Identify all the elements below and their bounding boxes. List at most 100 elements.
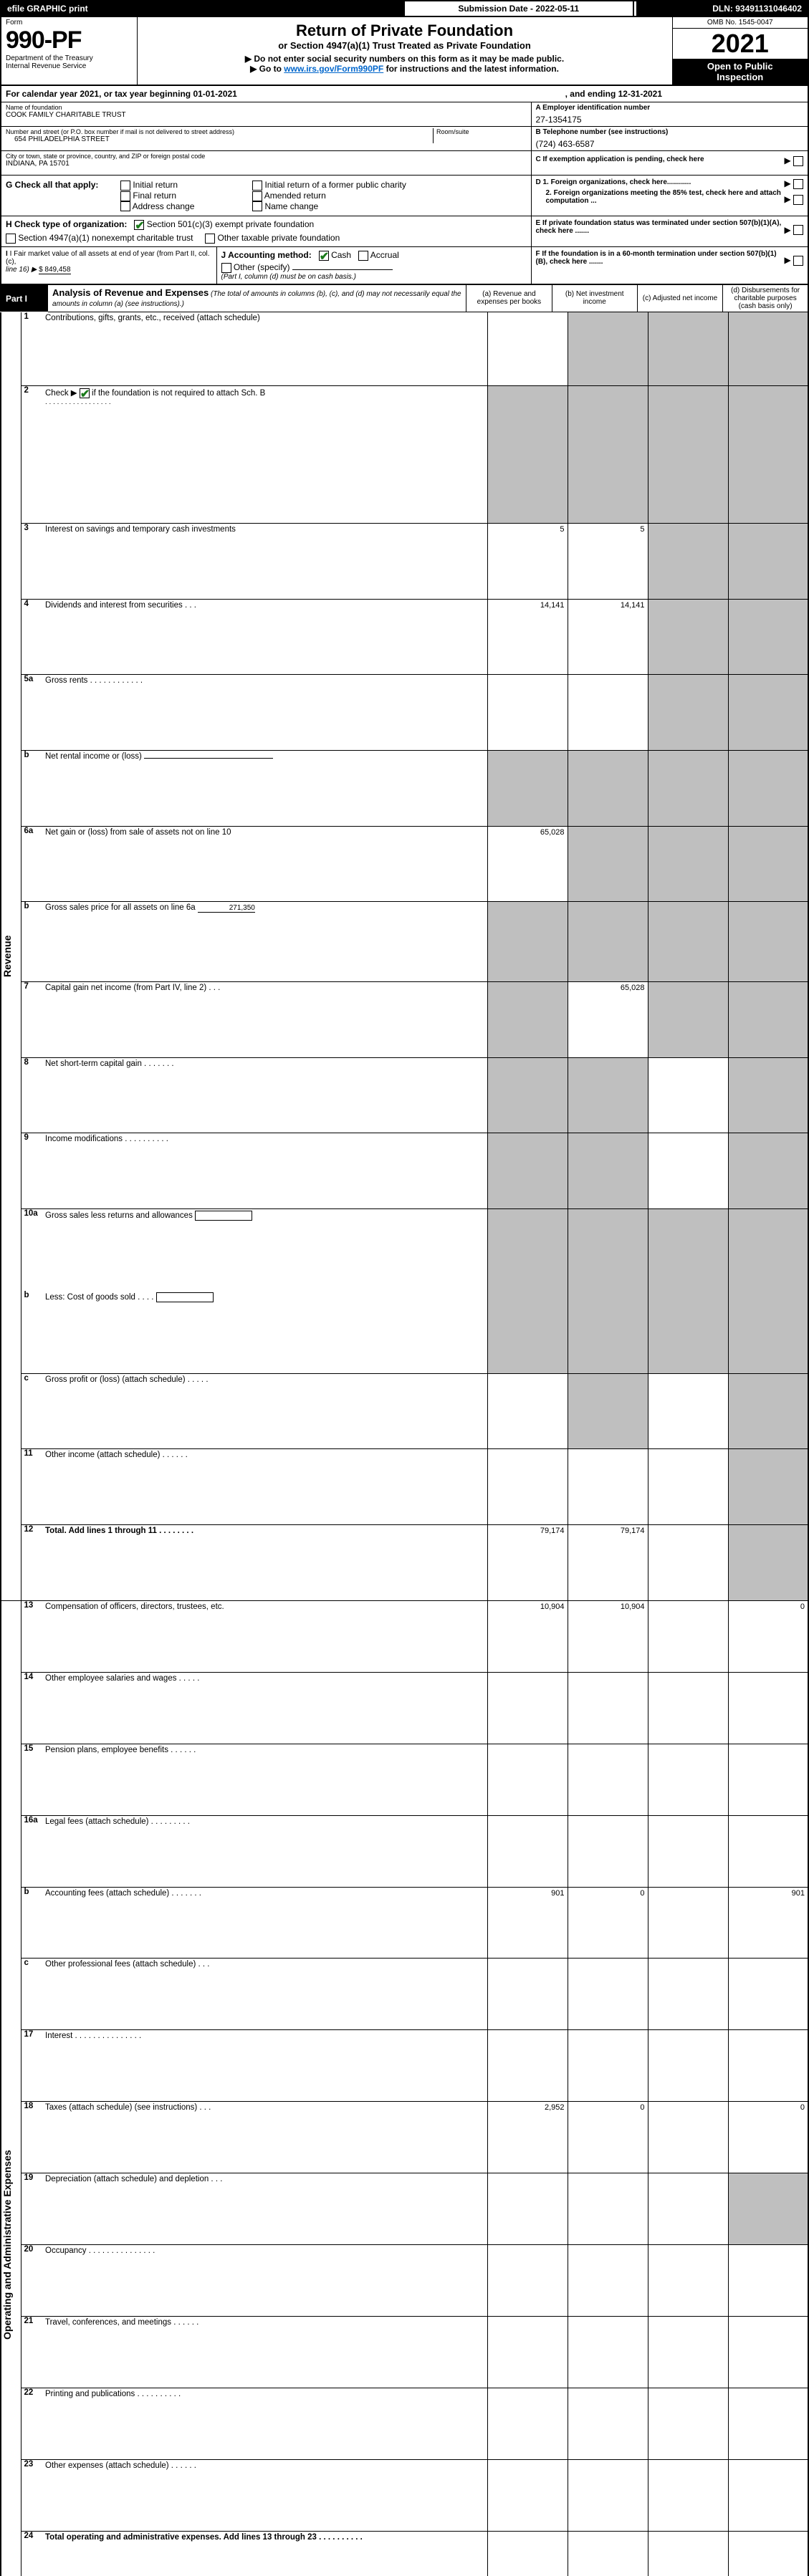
line-24-col-b: 10,904 bbox=[568, 2531, 648, 2576]
j-other-checkbox[interactable] bbox=[221, 263, 231, 273]
g-initial-former-label: Initial return of a former public charit… bbox=[264, 180, 406, 190]
form-word: Form bbox=[6, 19, 133, 27]
f-checkbox[interactable] bbox=[793, 256, 803, 266]
line-17-num: 17 bbox=[21, 2030, 44, 2102]
line-12-col-b: 79,174 bbox=[568, 1525, 648, 1601]
line-13-col-a: 10,904 bbox=[487, 1600, 568, 1672]
line-24-num: 24 bbox=[21, 2531, 44, 2576]
line-5a-desc: Gross rents . . . . . . . . . . . . bbox=[44, 675, 487, 751]
city-state-zip: INDIANA, PA 15701 bbox=[6, 160, 527, 168]
line-8-desc: Net short-term capital gain . . . . . . … bbox=[44, 1057, 487, 1133]
line-19-desc: Depreciation (attach schedule) and deple… bbox=[44, 2173, 487, 2245]
d2-checkbox[interactable] bbox=[793, 195, 803, 205]
c-checkbox[interactable] bbox=[793, 156, 803, 166]
dln: DLN: 93491131046402 bbox=[636, 1, 808, 16]
form-title: Return of Private Foundation bbox=[142, 21, 668, 40]
g-amended-checkbox[interactable] bbox=[252, 191, 262, 201]
col-c-header: (c) Adjusted net income bbox=[637, 285, 722, 312]
j-cash-label: Cash bbox=[331, 250, 351, 260]
h-501c3-label: Section 501(c)(3) exempt private foundat… bbox=[147, 219, 314, 229]
g-name-change-label: Name change bbox=[264, 201, 318, 211]
line-2-desc: Check ▶ if the foundation is not require… bbox=[44, 385, 487, 523]
line-22-desc: Printing and publications . . . . . . . … bbox=[44, 2388, 487, 2460]
h-other-checkbox[interactable] bbox=[205, 234, 215, 244]
line-10c-desc: Gross profit or (loss) (attach schedule)… bbox=[44, 1373, 487, 1449]
line-12-num: 12 bbox=[21, 1525, 44, 1601]
line-10c-num: c bbox=[21, 1373, 44, 1449]
e-checkbox[interactable] bbox=[793, 225, 803, 235]
h-501c3-checkbox[interactable] bbox=[134, 220, 144, 230]
foundation-name: COOK FAMILY CHARITABLE TRUST bbox=[6, 111, 527, 119]
line-20-num: 20 bbox=[21, 2245, 44, 2317]
j-other-label: Other (specify) bbox=[234, 262, 290, 272]
g-label: G Check all that apply: bbox=[6, 180, 120, 191]
line-9-desc: Income modifications . . . . . . . . . . bbox=[44, 1133, 487, 1209]
line-7-col-b: 65,028 bbox=[568, 982, 648, 1058]
period-row: For calendar year 2021, or tax year begi… bbox=[0, 86, 809, 102]
goto-suffix: for instructions and the latest informat… bbox=[383, 64, 559, 74]
goto-prefix: ▶ Go to bbox=[250, 64, 284, 74]
line-24-col-a: 14,757 bbox=[487, 2531, 568, 2576]
line-23-desc: Other expenses (attach schedule) . . . .… bbox=[44, 2460, 487, 2532]
line-6b-value: 271,350 bbox=[198, 904, 255, 913]
j-accrual-label: Accrual bbox=[370, 250, 399, 260]
line-16c-desc: Other professional fees (attach schedule… bbox=[44, 1959, 487, 2030]
line-24-desc: Total operating and administrative expen… bbox=[44, 2531, 487, 2576]
period-prefix: For calendar year 2021, or tax year begi… bbox=[6, 89, 193, 99]
ein-value: 27-1354175 bbox=[536, 112, 804, 125]
col-d-header: (d) Disbursements for charitable purpose… bbox=[723, 285, 808, 312]
dept-treasury: Department of the Treasury bbox=[6, 54, 133, 62]
period-mid: , and ending bbox=[565, 89, 618, 99]
line-11-num: 11 bbox=[21, 1449, 44, 1525]
line-16a-num: 16a bbox=[21, 1815, 44, 1887]
g-name-change-checkbox[interactable] bbox=[252, 201, 262, 211]
form-header: Form 990-PF Department of the Treasury I… bbox=[0, 17, 809, 86]
j-label: J Accounting method: bbox=[221, 250, 312, 260]
d2-label: 2. Foreign organizations meeting the 85%… bbox=[546, 189, 781, 205]
ein-label: A Employer identification number bbox=[536, 104, 804, 112]
line-9-num: 9 bbox=[21, 1133, 44, 1209]
line-3-col-a: 5 bbox=[487, 524, 568, 600]
line-6b-num: b bbox=[21, 902, 44, 982]
submission-date: Submission Date - 2022-05-11 bbox=[404, 1, 633, 16]
j-accrual-checkbox[interactable] bbox=[358, 251, 368, 261]
c-exemption-label: C If exemption application is pending, c… bbox=[536, 155, 782, 166]
line-16b-col-d: 901 bbox=[728, 1887, 808, 1959]
line-16c-num: c bbox=[21, 1959, 44, 2030]
line-14-num: 14 bbox=[21, 1672, 44, 1744]
g-initial-former-checkbox[interactable] bbox=[252, 181, 262, 191]
g-addr-change-checkbox[interactable] bbox=[120, 201, 130, 211]
efile-print-button[interactable]: efile GRAPHIC print bbox=[1, 1, 400, 16]
line-5a-num: 5a bbox=[21, 675, 44, 751]
i-line16: line 16) ▶ bbox=[6, 266, 37, 274]
line-12-desc: Total. Add lines 1 through 11 . . . . . … bbox=[44, 1525, 487, 1601]
line-1-num: 1 bbox=[21, 312, 44, 386]
line-20-desc: Occupancy . . . . . . . . . . . . . . . bbox=[44, 2245, 487, 2317]
line-4-col-b: 14,141 bbox=[568, 599, 648, 675]
irs-label: Internal Revenue Service bbox=[6, 62, 133, 70]
part1-header: Part I Analysis of Revenue and Expenses … bbox=[0, 285, 809, 312]
line-21-desc: Travel, conferences, and meetings . . . … bbox=[44, 2317, 487, 2388]
line-4-col-a: 14,141 bbox=[487, 599, 568, 675]
form-subtitle: or Section 4947(a)(1) Trust Treated as P… bbox=[142, 40, 668, 51]
line-5b-num: b bbox=[21, 751, 44, 827]
line-3-col-b: 5 bbox=[568, 524, 648, 600]
line-3-desc: Interest on savings and temporary cash i… bbox=[44, 524, 487, 600]
j-cash-checkbox[interactable] bbox=[319, 251, 329, 261]
form990pf-link[interactable]: www.irs.gov/Form990PF bbox=[284, 64, 383, 74]
part1-table: Revenue 1 Contributions, gifts, grants, … bbox=[0, 312, 809, 2576]
line-2-checkbox[interactable] bbox=[80, 388, 90, 398]
line-19-num: 19 bbox=[21, 2173, 44, 2245]
line-10b-num: b bbox=[21, 1291, 44, 1373]
expenses-side-label: Operating and Administrative Expenses bbox=[1, 1601, 13, 2576]
line-16a-desc: Legal fees (attach schedule) . . . . . .… bbox=[44, 1815, 487, 1887]
name-label: Name of foundation bbox=[6, 104, 527, 111]
d1-checkbox[interactable] bbox=[793, 179, 803, 189]
line-14-desc: Other employee salaries and wages . . . … bbox=[44, 1672, 487, 1744]
g-final-checkbox[interactable] bbox=[120, 191, 130, 201]
g-initial-checkbox[interactable] bbox=[120, 181, 130, 191]
h-4947-checkbox[interactable] bbox=[6, 234, 16, 244]
line-6b-desc: Gross sales price for all assets on line… bbox=[45, 903, 196, 912]
g-amended-label: Amended return bbox=[264, 191, 326, 201]
e-label: E If private foundation status was termi… bbox=[536, 219, 782, 235]
